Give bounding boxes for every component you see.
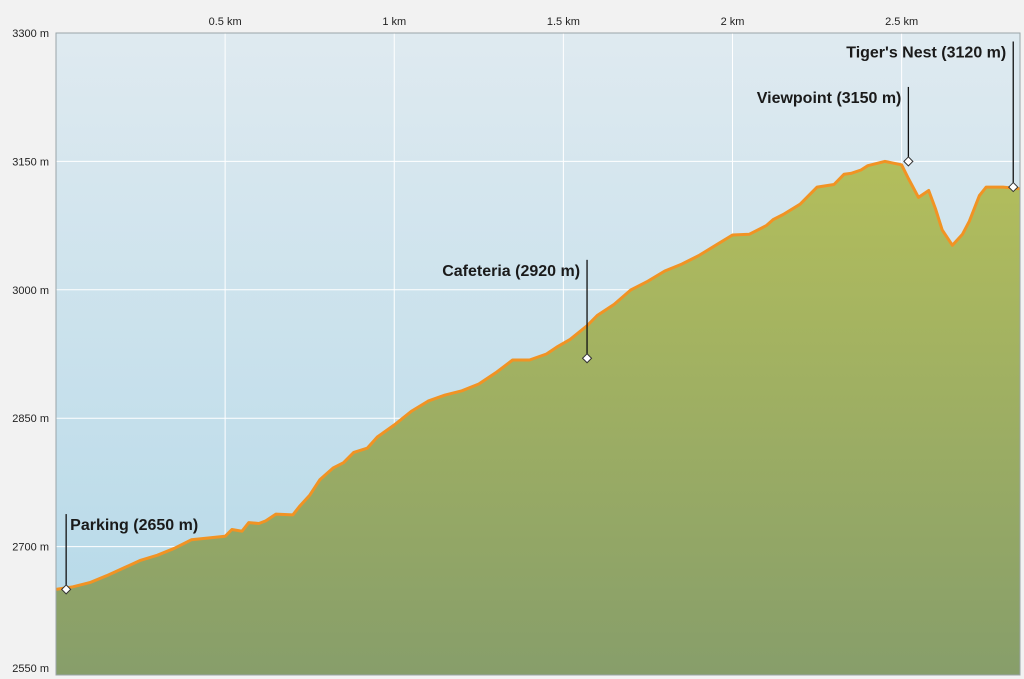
annotation-marker	[903, 156, 914, 167]
annotation: Parking (2650 m)	[60, 514, 198, 595]
x-tick-label: 2 km	[721, 16, 745, 28]
terrain-area	[56, 161, 1020, 675]
x-axis-ticks: 0.5 km 1 km 1.5 km 2 km 2.5 km	[209, 16, 919, 28]
x-tick-label: 0.5 km	[209, 16, 242, 28]
y-tick-label: 3300 m	[12, 28, 49, 40]
annotation-marker	[60, 584, 72, 595]
x-tick-label: 1 km	[382, 16, 406, 28]
y-tick-label: 2850 m	[12, 413, 49, 425]
plot-frame	[55, 32, 1021, 676]
annotation: Viewpoint (3150 m)	[757, 86, 914, 167]
annotations: Parking (2650 m) Cafeteria (2920 m) Viewpo…	[60, 41, 1019, 595]
annotation-label: Viewpoint (3150 m)	[757, 90, 902, 107]
x-tick-label: 1.5 km	[547, 16, 580, 28]
y-tick-label: 3000 m	[12, 285, 49, 297]
annotation-marker	[581, 353, 593, 364]
annotation-label: Parking (2650 m)	[70, 517, 198, 534]
elevation-profile-line	[55, 159, 1021, 591]
y-axis-ticks: 2550 m 2700 m 2850 m 3000 m 3150 m 3300 m	[12, 28, 49, 675]
annotation-label: Cafeteria (2920 m)	[442, 263, 580, 280]
annotation-marker	[1008, 181, 1019, 193]
annotation: Tiger's Nest (3120 m)	[846, 41, 1019, 193]
x-tick-label: 2.5 km	[885, 16, 918, 28]
y-tick-label: 2550 m	[12, 663, 49, 675]
y-tick-label: 3150 m	[12, 156, 49, 168]
annotation: Cafeteria (2920 m)	[442, 259, 593, 364]
annotation-label: Tiger's Nest (3120 m)	[846, 45, 1006, 62]
y-tick-label: 2700 m	[12, 542, 49, 554]
